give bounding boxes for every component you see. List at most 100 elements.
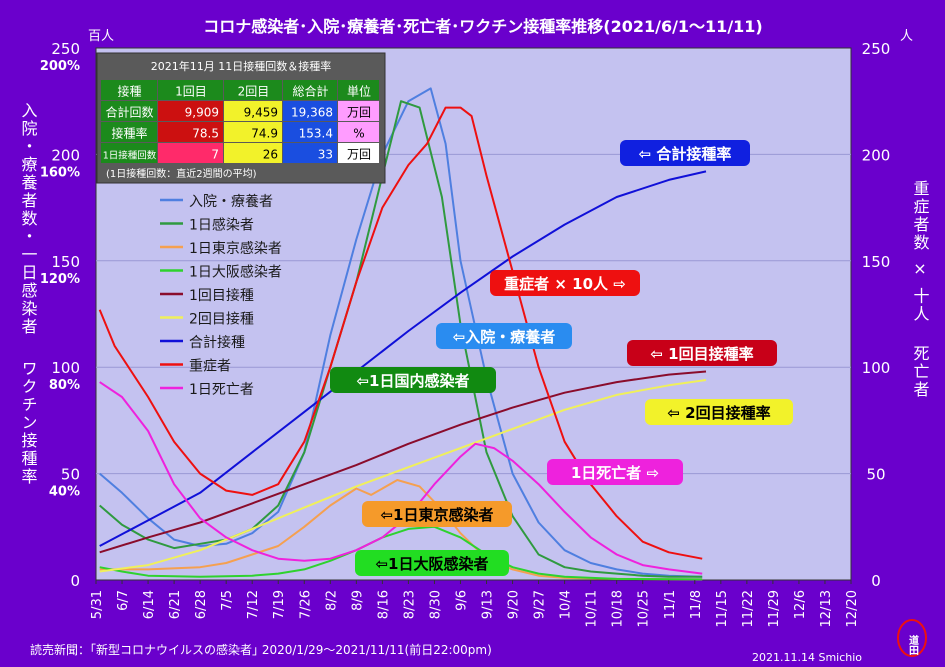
y-pct-label: 40% [49,485,80,500]
x-tick-label: 9/13 [481,590,496,619]
legend-label: 1回目接種 [189,287,254,304]
left-unit: 百人 [88,29,114,44]
x-tick-label: 12/6 [793,590,808,619]
x-tick-label: 10/11 [585,590,600,627]
table-cell [283,122,337,142]
table-cell-text: 2回目 [238,85,270,99]
table-cell-text: 1回目 [175,85,207,99]
x-tick-label: 8/9 [350,590,365,611]
table-title: 2021年11月 11日接種回数＆接種率 [151,59,331,73]
y-pct-label: 200% [40,59,80,74]
table-note: (1日接種回数：直近2週間の平均) [106,167,257,180]
legend: 入院・療養者 1日感染者 1日東京感染者 1日大阪感染者 1回目接種 2回目接種合計接種重… [160,193,282,398]
callout-box [362,501,512,527]
table-cell [283,101,337,121]
y-tick-label: 250 [51,40,80,58]
table-cell-text: 153.4 [299,127,333,141]
y-pct-label: 160% [40,165,80,180]
table-cell-text: 78.5 [192,127,219,141]
table-cell [158,101,223,121]
x-tick-label: 7/26 [298,590,313,619]
stamp-seal [897,619,927,657]
table-cell [101,143,157,163]
left-axis: 0 50 100 150 200 250 40% 80% 120% 160% 200% [40,40,80,590]
x-tick-label: 11/15 [715,590,730,627]
callout-label: 重症者 × 10人 ⇨ [504,275,626,293]
callout-box [645,399,793,425]
legend-label: 合計接種 [189,334,245,351]
table-cell-text: 総合計 [292,84,328,99]
table-cell-text: 単位 [347,84,371,99]
x-tick-label: 10/18 [611,590,626,627]
x-tick-label: 8/30 [428,590,443,619]
table-cell-text: 接種率 [111,126,147,141]
x-tick-label: 12/13 [819,590,834,627]
right-axis-title-2: 死亡者 [911,345,930,399]
y-tick-label: 0 [70,572,80,590]
x-tick-label: 5/31 [90,590,105,619]
series-line [99,170,707,547]
table-cell-text: % [353,127,364,141]
callout-box [355,550,509,576]
callout-box [627,340,777,366]
y-pct-label: 120% [40,272,80,287]
y-right-tick-label: 200 [862,146,891,164]
x-tick-label: 6/21 [168,590,183,619]
table-cell [224,122,282,142]
y-pct-label: 80% [49,378,80,393]
callout-box [547,459,683,485]
x-tick-label: 8/2 [324,590,339,611]
callout-label: ⇦ 合計接種率 [639,145,732,163]
x-tick-label: 11/1 [663,590,678,619]
y-tick-label: 200 [51,146,80,164]
table-cell [101,80,157,100]
table-cell [101,122,157,142]
table-cell-text: 74.9 [251,127,278,141]
table-cell [158,80,223,100]
table-cell-text: 合計回数 [105,105,153,120]
callout-label: ⇦1日東京感染者 [380,506,493,524]
right-unit: 人 [900,29,913,44]
footer-credit: 2021.11.14 Smichio [752,651,862,664]
x-tick-label: 9/27 [533,590,548,619]
y-right-tick-label: 50 [866,466,885,484]
table-cell-text: 万回 [347,106,371,120]
table-cell [338,101,379,121]
stamp-text: 道田 [907,634,919,656]
table-cell-text: 1日接種回数 [103,150,157,162]
callout-label: ⇦入院・療養者 [453,328,556,346]
table-cell-text: 9,909 [185,106,219,120]
callout-label: 1日死亡者 ⇨ [571,464,660,482]
y-tick-label: 100 [51,359,80,377]
table-cell [338,122,379,142]
x-tick-label: 6/7 [116,590,131,611]
table-cell [224,80,282,100]
callout-box [620,140,750,166]
table-cell [101,101,157,121]
right-axis: 0 50 100 150 200 250 [862,40,891,590]
x-tick-label: 11/8 [689,590,704,619]
table-cell [283,80,337,100]
table-cell [338,143,379,163]
x-tick-label: 12/20 [845,590,860,627]
table-cell-text: 7 [211,148,219,162]
x-tick-label: 11/22 [741,590,756,627]
table-cell [158,122,223,142]
x-axis: 5/31 6/7 6/14 6/21 6/28 7/5 7/12 7/19 7/26 8/2 8/9… [90,580,860,627]
table-cell [224,143,282,163]
table-cell [224,101,282,121]
y-right-tick-label: 150 [862,253,891,271]
legend-label: 重症者 [189,359,231,375]
callout-label: ⇦1日国内感染者 [356,372,469,390]
left-axis-title-1: 入院・療養者数・一日感染者 [19,102,38,336]
left-axis-title-2: ワクチン接種率 [19,360,38,486]
y-tick-label: 150 [51,253,80,271]
series-line [99,370,707,554]
series-line [99,479,703,581]
callout-box [490,270,640,296]
x-tick-label: 6/14 [142,590,157,619]
callout-label: ⇦ 1回目接種率 [650,345,753,363]
